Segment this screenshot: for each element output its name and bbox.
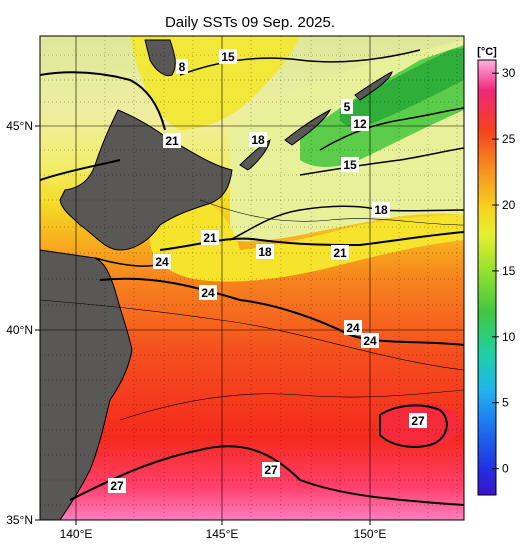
lon-label-145: 145°E [206, 527, 239, 541]
contour-label: 24 [344, 320, 362, 335]
colorbar-tick-label: 10 [502, 330, 516, 344]
colorbar-tick-label: 15 [502, 264, 516, 278]
contour-label: 24 [153, 254, 171, 269]
contour-label: 8 [176, 59, 188, 74]
contour-27-east [379, 404, 448, 448]
svg-text:18: 18 [258, 245, 272, 259]
colorbar-tick-label: 0 [502, 462, 509, 476]
kuril-island-1 [239, 138, 271, 171]
svg-text:21: 21 [203, 231, 217, 245]
map-area: 15 8 21 18 5 12 15 18 21 24 18 21 24 24 … [40, 36, 464, 520]
colorbar: [°C] 30 25 20 15 10 5 0 [477, 46, 516, 496]
lat-label-45: 45°N [6, 119, 33, 133]
lon-label-140: 140°E [60, 527, 93, 541]
contour-label: 18 [256, 244, 274, 259]
contour-label: 15 [341, 157, 359, 172]
lon-label-150: 150°E [354, 527, 387, 541]
lat-label-40: 40°N [6, 323, 33, 337]
yellow-band-region [150, 180, 464, 282]
honshu-land [40, 249, 133, 520]
map-title: Daily SSTs 09 Sep. 2025. [165, 14, 335, 31]
contour-24 [99, 277, 464, 346]
contour-27 [69, 445, 464, 506]
graticule [40, 36, 464, 520]
contour-label: 24 [199, 285, 217, 300]
kuril-island-3 [354, 71, 393, 101]
svg-text:24: 24 [346, 321, 360, 335]
colorbar-tick-label: 30 [502, 66, 516, 80]
colorbar-gradient [477, 59, 497, 496]
svg-text:21: 21 [333, 246, 347, 260]
svg-text:18: 18 [374, 203, 388, 217]
colorbar-tick-label: 25 [502, 132, 516, 146]
contour-label: 15 [219, 49, 237, 64]
colorbar-tick-label: 5 [502, 396, 509, 410]
svg-text:8: 8 [179, 60, 186, 74]
contour-15 [179, 49, 464, 176]
contour-label: 21 [163, 133, 181, 148]
svg-text:21: 21 [165, 134, 179, 148]
svg-text:18: 18 [251, 133, 265, 147]
contour-18 [229, 205, 464, 241]
svg-text:12: 12 [353, 117, 367, 131]
svg-text:24: 24 [155, 255, 169, 269]
minor-graticule [40, 36, 464, 520]
contour-label: 18 [249, 132, 267, 147]
axis-ticks [35, 125, 371, 525]
svg-text:15: 15 [343, 158, 357, 172]
svg-text:27: 27 [264, 463, 278, 477]
contour-label: 5 [341, 99, 353, 114]
svg-text:15: 15 [221, 50, 235, 64]
svg-text:27: 27 [411, 414, 425, 428]
colorbar-tick-label: 20 [502, 198, 516, 212]
hokkaido-land [59, 109, 233, 251]
svg-text:27: 27 [110, 479, 124, 493]
contour-label: 12 [351, 116, 369, 131]
sakhalin-land [144, 39, 176, 77]
svg-text:5: 5 [344, 100, 351, 114]
contour-thin-2 [119, 389, 464, 421]
contour-label: 21 [331, 245, 349, 260]
svg-text:24: 24 [201, 286, 215, 300]
contour-label: 24 [361, 333, 379, 348]
colorbar-ticks: 30 25 20 15 10 5 0 [492, 66, 516, 476]
contour-label: 18 [372, 202, 390, 217]
kuril-island-2 [284, 108, 332, 146]
contour-label: 27 [262, 462, 280, 477]
contour-thin-3 [199, 199, 464, 226]
contour-21-north [40, 71, 166, 181]
contour-12 [319, 107, 464, 151]
map-frame [39, 35, 465, 521]
deep-green-water-region [340, 48, 464, 127]
contour-thin-1 [40, 299, 464, 371]
lat-label-35: 35°N [6, 513, 33, 527]
contour-label: 21 [201, 230, 219, 245]
colorbar-unit-label: [°C] [477, 46, 497, 58]
svg-text:24: 24 [363, 334, 377, 348]
contour-label: 27 [108, 478, 126, 493]
contour-label: 27 [409, 413, 427, 428]
land [40, 39, 393, 520]
contour-labels: 15 8 21 18 5 12 15 18 21 24 18 21 24 24 … [108, 49, 427, 493]
